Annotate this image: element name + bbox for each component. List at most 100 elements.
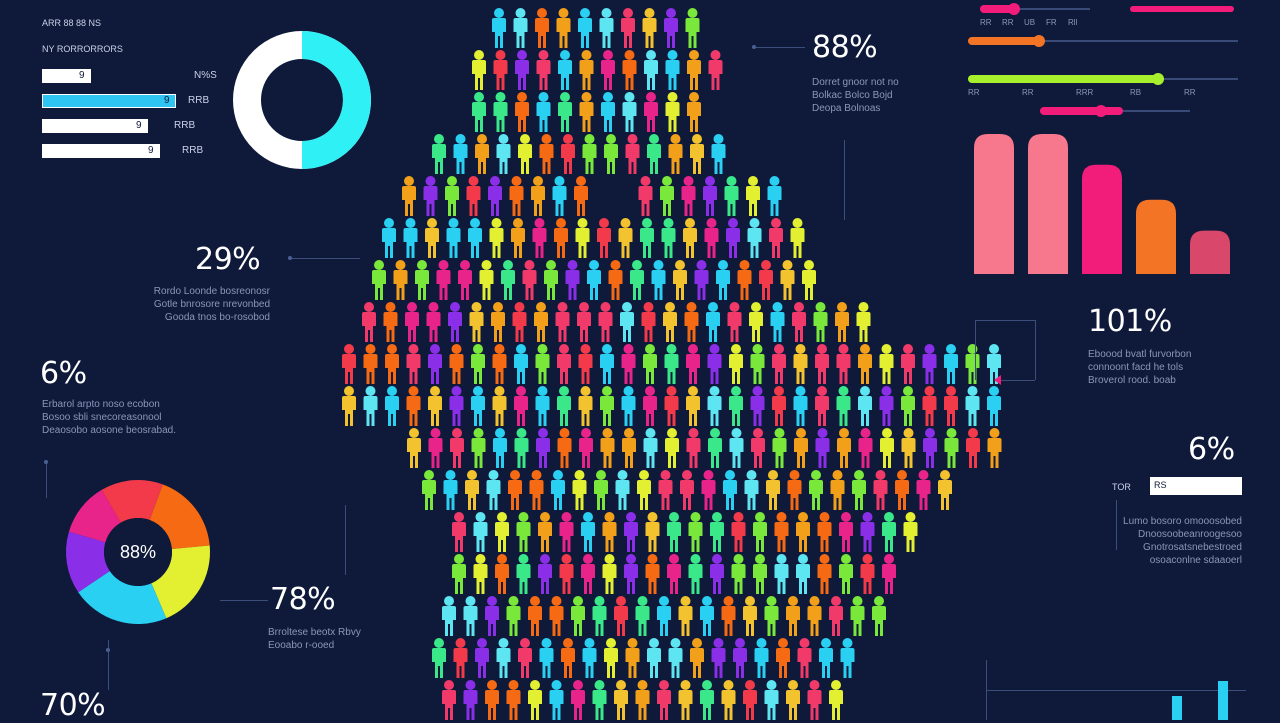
person-figure-icon (501, 260, 515, 300)
person-figure-icon (453, 134, 468, 174)
person-figure-icon (751, 428, 765, 468)
slider-knob[interactable] (1152, 73, 1164, 85)
person-figure-icon (450, 428, 464, 468)
person-figure-icon (506, 680, 521, 720)
person-figure-icon (492, 386, 507, 426)
person-figure-icon (731, 554, 746, 594)
person-figure-icon (901, 386, 915, 426)
person-figure-icon (602, 512, 617, 552)
person-figure-icon (802, 260, 816, 300)
mini-bar (1172, 696, 1182, 720)
person-figure-icon (486, 470, 501, 510)
person-figure-icon (556, 8, 571, 48)
slider-knob[interactable] (1095, 105, 1107, 117)
person-figure-icon (796, 512, 810, 552)
person-figure-icon (684, 302, 699, 342)
person-figure-icon (840, 638, 855, 678)
person-figure-icon (753, 554, 767, 594)
hbar-label: RRB (174, 120, 196, 131)
person-figure-icon (786, 680, 800, 720)
slider-tick-label: FR (1046, 18, 1057, 27)
person-figure-icon (468, 218, 482, 258)
person-figure-icon (614, 596, 628, 636)
person-figure-icon (657, 596, 671, 636)
donut-bottom: 88% (66, 480, 211, 624)
person-figure-icon (561, 134, 575, 174)
person-figure-icon (879, 386, 894, 426)
person-figure-icon (664, 8, 678, 48)
person-figure-icon (850, 596, 865, 636)
person-figure-icon (663, 302, 677, 342)
person-figure-icon (690, 134, 704, 174)
slider-track[interactable]: RR RR UB FR Rll (980, 3, 1090, 27)
person-figure-icon (559, 512, 574, 552)
person-figure-icon (549, 596, 564, 636)
person-figure-icon (657, 680, 671, 720)
slider-track[interactable] (968, 35, 1238, 47)
person-figure-icon (744, 470, 759, 510)
person-figure-icon (681, 176, 696, 216)
person-figure-icon (383, 302, 398, 342)
person-figure-icon (664, 344, 679, 384)
person-figure-icon (571, 680, 585, 720)
person-figure-icon (382, 218, 396, 258)
person-figure-icon (549, 680, 564, 720)
donut-top (233, 31, 371, 169)
person-figure-icon (579, 92, 594, 132)
person-figure-icon (513, 8, 528, 48)
person-figure-icon (817, 512, 832, 552)
person-figure-icon (445, 176, 459, 216)
person-figure-icon (764, 680, 779, 720)
person-figure-icon (729, 428, 744, 468)
person-figure-icon (581, 512, 595, 552)
person-figure-icon (661, 218, 676, 258)
person-figure-icon (363, 344, 378, 384)
person-figure-icon (405, 302, 419, 342)
person-figure-icon (706, 302, 720, 342)
bar (1190, 230, 1230, 274)
person-figure-icon (643, 428, 658, 468)
slider-knob[interactable] (1033, 35, 1045, 47)
person-figure-icon (529, 470, 544, 510)
person-figure-icon (753, 512, 767, 552)
person-figure-icon (727, 302, 742, 342)
person-figure-icon (836, 344, 851, 384)
person-figure-icon (544, 260, 558, 300)
person-figure-icon (587, 260, 601, 300)
person-figure-icon (578, 344, 593, 384)
person-figure-icon (615, 470, 630, 510)
person-figure-icon (425, 218, 439, 258)
person-figure-icon (495, 554, 509, 594)
person-figure-icon (766, 470, 780, 510)
donut-slice (66, 531, 110, 593)
person-figure-icon (406, 386, 421, 426)
person-figure-icon (592, 596, 607, 636)
person-figure-icon (700, 680, 714, 720)
person-figure-icon (635, 596, 650, 636)
person-figure-icon (475, 638, 489, 678)
slider-track[interactable] (1040, 105, 1190, 117)
person-figure-icon (415, 260, 429, 300)
person-figure-icon (686, 344, 700, 384)
person-figure-icon (621, 386, 636, 426)
person-figure-icon (830, 470, 845, 510)
person-figure-icon (458, 260, 472, 300)
person-figure-icon (944, 428, 959, 468)
person-figure-icon (759, 260, 773, 300)
slider-tick-label: RR (968, 88, 980, 97)
stat-88-value: 88% (812, 30, 878, 65)
mini-bar-chart (1100, 660, 1240, 720)
person-figure-icon (792, 302, 806, 342)
stat-6b-caption: Lumo bosoro omooosobed Dnoosoobeanrooges… (1123, 516, 1242, 566)
person-figure-icon (538, 554, 552, 594)
person-figure-icon (640, 218, 654, 258)
bar (1136, 199, 1176, 274)
slider-tick-label: RR (1184, 88, 1196, 97)
person-figure-icon (770, 302, 785, 342)
header-line2: NY RORRORRORS (42, 44, 123, 54)
hbar-label: RRB (182, 145, 204, 156)
slider-tick-label: UB (1024, 18, 1036, 27)
person-figure-icon (363, 386, 378, 426)
slider-knob[interactable] (1008, 3, 1020, 15)
slider-track[interactable]: RR RR RRR RB RR (968, 73, 1238, 97)
